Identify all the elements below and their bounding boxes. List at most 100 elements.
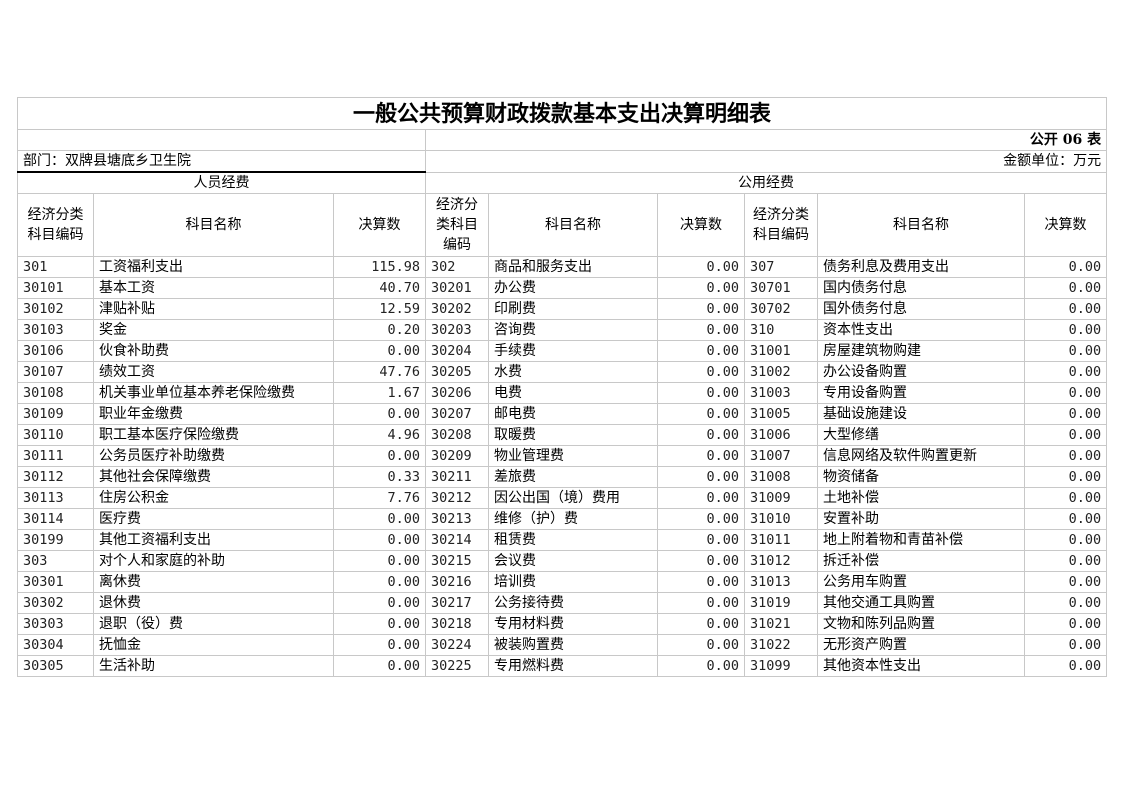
amount-cell: 12.59	[333, 298, 426, 320]
code-cell: 30302	[17, 592, 94, 614]
table-row: 30112 其他社会保障缴费 0.33 30211 差旅费 0.00 31008 物资储备 0.…	[17, 466, 1108, 488]
amount-cell: 0.00	[1023, 424, 1108, 446]
name-cell: 离休费	[93, 571, 334, 593]
header-name: 科目名称	[817, 193, 1025, 257]
amount-cell: 40.70	[333, 277, 426, 299]
name-cell: 安置补助	[817, 508, 1025, 530]
amount-cell: 0.00	[333, 550, 426, 572]
name-cell: 职业年金缴费	[93, 403, 334, 425]
name-cell: 奖金	[93, 319, 334, 341]
code-cell: 31009	[744, 487, 818, 509]
table-row: 30109 职业年金缴费 0.00 30207 邮电费 0.00 31005 基础设施建设 0.…	[17, 403, 1108, 425]
amount-cell: 0.00	[657, 403, 745, 425]
code-cell: 30209	[425, 445, 489, 467]
amount-cell: 0.00	[333, 445, 426, 467]
name-cell: 信息网络及软件购置更新	[817, 445, 1025, 467]
amount-cell: 0.00	[333, 403, 426, 425]
name-cell: 津贴补贴	[93, 298, 334, 320]
name-cell: 债务利息及费用支出	[817, 256, 1025, 278]
name-cell: 物业管理费	[488, 445, 658, 467]
name-cell: 文物和陈列品购置	[817, 613, 1025, 635]
header-code: 经济分类科目编码	[744, 193, 818, 257]
code-cell: 30225	[425, 655, 489, 677]
table-row: 30111 公务员医疗补助缴费 0.00 30209 物业管理费 0.00 31007 信息网…	[17, 445, 1108, 467]
code-cell: 30114	[17, 508, 94, 530]
amount-cell: 0.00	[657, 571, 745, 593]
amount-cell: 0.00	[657, 529, 745, 551]
amount-cell: 0.00	[1023, 613, 1108, 635]
name-cell: 绩效工资	[93, 361, 334, 383]
table-row: 30103 奖金 0.20 30203 咨询费 0.00 310 资本性支出 0.00	[17, 319, 1108, 341]
amount-cell: 0.00	[333, 508, 426, 530]
amount-cell: 0.00	[1023, 256, 1108, 278]
header-amount: 决算数	[333, 193, 426, 257]
amount-cell: 0.00	[333, 655, 426, 677]
amount-cell: 0.00	[1023, 298, 1108, 320]
amount-cell: 0.00	[657, 445, 745, 467]
table-row: 30302 退休费 0.00 30217 公务接待费 0.00 31019 其他交通工具购置 0…	[17, 592, 1108, 614]
code-cell: 30301	[17, 571, 94, 593]
amount-cell: 0.00	[657, 550, 745, 572]
header-amount: 决算数	[1023, 193, 1108, 257]
header-amount: 决算数	[657, 193, 745, 257]
table-row: 30301 离休费 0.00 30216 培训费 0.00 31013 公务用车购置 0.00	[17, 571, 1108, 593]
table-row: 30108 机关事业单位基本养老保险缴费 1.67 30206 电费 0.00 31003 专…	[17, 382, 1108, 404]
name-cell: 大型修缮	[817, 424, 1025, 446]
name-cell: 国外债务付息	[817, 298, 1025, 320]
code-cell: 30207	[425, 403, 489, 425]
code-cell: 310	[744, 319, 818, 341]
code-cell: 30110	[17, 424, 94, 446]
name-cell: 差旅费	[488, 466, 658, 488]
name-cell: 公务用车购置	[817, 571, 1025, 593]
code-cell: 31003	[744, 382, 818, 404]
name-cell: 取暖费	[488, 424, 658, 446]
code-cell: 30215	[425, 550, 489, 572]
table-number: 公开 06 表	[424, 129, 1108, 151]
name-cell: 办公费	[488, 277, 658, 299]
table-row: 30114 医疗费 0.00 30213 维修（护）费 0.00 31010 安置补助 0.00	[17, 508, 1108, 530]
table-row: 30303 退职（役）费 0.00 30218 专用材料费 0.00 31021 文物和陈列品…	[17, 613, 1108, 635]
table-row: 30106 伙食补助费 0.00 30204 手续费 0.00 31001 房屋建筑物购建 0.…	[17, 340, 1108, 362]
code-cell: 30101	[17, 277, 94, 299]
name-cell: 土地补偿	[817, 487, 1025, 509]
code-cell: 31010	[744, 508, 818, 530]
table-row: 30110 职工基本医疗保险缴费 4.96 30208 取暖费 0.00 31006 大型修缮…	[17, 424, 1108, 446]
code-cell: 31019	[744, 592, 818, 614]
code-cell: 307	[744, 256, 818, 278]
name-cell: 专用燃料费	[488, 655, 658, 677]
name-cell: 咨询费	[488, 319, 658, 341]
code-cell: 30305	[17, 655, 94, 677]
name-cell: 物资储备	[817, 466, 1025, 488]
code-cell: 301	[17, 256, 94, 278]
name-cell: 其他工资福利支出	[93, 529, 334, 551]
code-cell: 30217	[425, 592, 489, 614]
header-name: 科目名称	[93, 193, 334, 257]
code-cell: 30701	[744, 277, 818, 299]
amount-cell: 47.76	[333, 361, 426, 383]
code-cell: 30208	[425, 424, 489, 446]
header-code: 经济分类科目编码	[425, 193, 489, 257]
code-cell: 30108	[17, 382, 94, 404]
name-cell: 被装购置费	[488, 634, 658, 656]
name-cell: 会议费	[488, 550, 658, 572]
name-cell: 其他资本性支出	[817, 655, 1025, 677]
department-label: 部门：双牌县塘底乡卫生院	[17, 150, 426, 173]
amount-cell: 4.96	[333, 424, 426, 446]
name-cell: 公务接待费	[488, 592, 658, 614]
amount-cell: 0.00	[657, 277, 745, 299]
code-cell: 30106	[17, 340, 94, 362]
page-title: 一般公共预算财政拨款基本支出决算明细表	[16, 97, 1108, 130]
name-cell: 机关事业单位基本养老保险缴费	[93, 382, 334, 404]
name-cell: 退职（役）费	[93, 613, 334, 635]
name-cell: 工资福利支出	[93, 256, 334, 278]
code-cell: 30213	[425, 508, 489, 530]
code-cell: 30224	[425, 634, 489, 656]
code-cell: 30201	[425, 277, 489, 299]
amount-cell: 0.00	[1023, 529, 1108, 551]
header-name: 科目名称	[488, 193, 658, 257]
name-cell: 手续费	[488, 340, 658, 362]
column-header-row: 经济分类科目编码 科目名称 决算数 经济分类科目编码 科目名称 决算数 经济分类…	[17, 193, 1108, 257]
code-cell: 31008	[744, 466, 818, 488]
code-cell: 30204	[425, 340, 489, 362]
amount-cell: 0.33	[333, 466, 426, 488]
